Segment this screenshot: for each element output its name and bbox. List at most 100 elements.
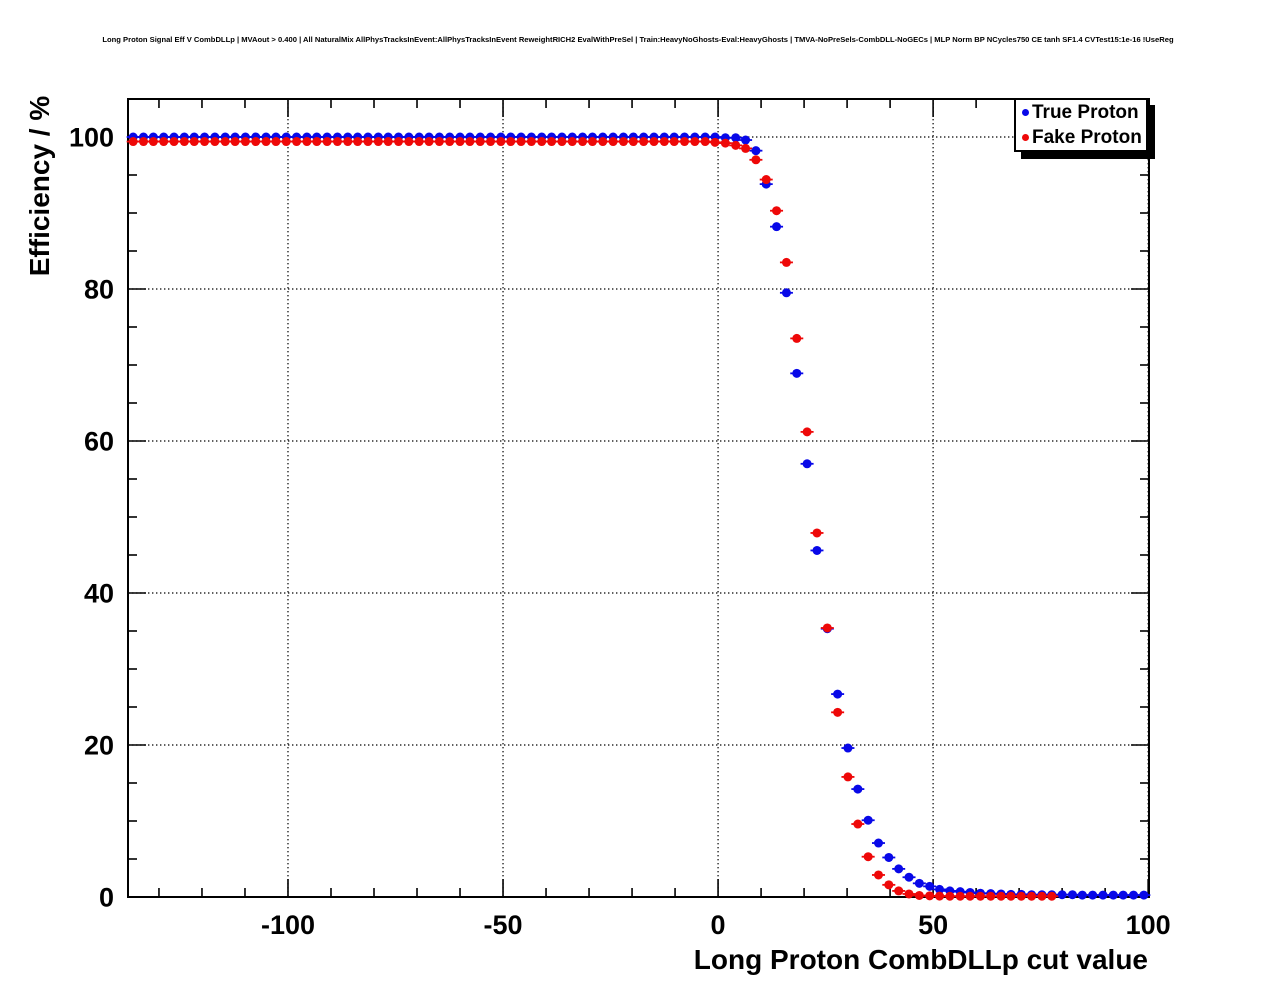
data-point-true-proton (1118, 890, 1128, 900)
data-point-fake-proton (159, 137, 169, 147)
data-point-fake-proton (945, 891, 955, 901)
data-point-fake-proton (383, 137, 393, 147)
data-point-fake-proton (975, 891, 985, 901)
data-point-fake-proton (935, 891, 945, 901)
data-point-fake-proton (618, 137, 628, 147)
data-point-fake-proton (567, 137, 577, 147)
data-point-fake-proton (332, 137, 342, 147)
data-point-fake-proton (486, 137, 496, 147)
data-point-fake-proton (965, 891, 975, 901)
legend: True Proton Fake Proton (1014, 98, 1148, 152)
data-point-fake-proton (598, 137, 608, 147)
data-point-fake-proton (649, 137, 659, 147)
data-point-true-proton (731, 133, 741, 143)
data-point-fake-proton (894, 886, 904, 896)
data-point-fake-proton (189, 137, 199, 147)
y-tick-label: 40 (84, 579, 114, 609)
data-point-fake-proton (404, 137, 414, 147)
data-point-fake-proton (904, 889, 914, 899)
y-tick-label: 20 (84, 731, 114, 761)
data-point-true-proton (1067, 890, 1077, 900)
data-point-true-proton (833, 689, 843, 699)
data-point-true-proton (751, 146, 761, 156)
data-point-fake-proton (822, 623, 832, 633)
data-point-fake-proton (220, 137, 230, 147)
data-point-fake-proton (302, 137, 312, 147)
data-point-fake-proton (138, 137, 148, 147)
y-tick-label: 80 (84, 275, 114, 305)
data-point-fake-proton (680, 137, 690, 147)
data-point-fake-proton (587, 137, 597, 147)
data-point-fake-proton (690, 137, 700, 147)
data-point-fake-proton (853, 819, 863, 829)
data-point-fake-proton (1006, 891, 1016, 901)
data-point-true-proton (884, 852, 894, 862)
data-point-fake-proton (526, 137, 536, 147)
data-point-fake-proton (792, 333, 802, 343)
data-point-fake-proton (1037, 891, 1047, 901)
series-true-proton (126, 132, 1151, 900)
fake-proton-marker-icon (1022, 134, 1029, 141)
legend-label-fake-proton: Fake Proton (1032, 127, 1142, 148)
data-point-true-proton (914, 878, 924, 888)
data-point-fake-proton (669, 137, 679, 147)
data-point-true-proton (904, 872, 914, 882)
data-point-fake-proton (700, 137, 710, 147)
data-point-fake-proton (772, 206, 782, 216)
data-point-true-proton (1108, 890, 1118, 900)
data-point-fake-proton (240, 137, 250, 147)
data-point-fake-proton (414, 137, 424, 147)
data-point-true-proton (935, 884, 945, 894)
data-point-fake-proton (445, 137, 455, 147)
y-tick-label: 100 (69, 123, 114, 153)
data-point-fake-proton (148, 137, 158, 147)
data-point-true-proton (1129, 890, 1139, 900)
x-tick-label: -100 (261, 910, 315, 940)
data-point-true-proton (863, 815, 873, 825)
data-point-fake-proton (833, 707, 843, 717)
data-point-fake-proton (230, 137, 240, 147)
data-point-fake-proton (761, 175, 771, 185)
true-proton-marker-icon (1022, 109, 1029, 116)
data-point-fake-proton (506, 137, 516, 147)
data-point-fake-proton (516, 137, 526, 147)
data-point-fake-proton (578, 137, 588, 147)
data-point-fake-proton (884, 880, 894, 890)
data-point-fake-proton (925, 891, 935, 901)
data-point-fake-proton (322, 137, 332, 147)
data-point-fake-proton (261, 137, 271, 147)
legend-item-true-proton: True Proton (1016, 100, 1146, 125)
data-point-true-proton (802, 459, 812, 469)
data-point-fake-proton (363, 137, 373, 147)
data-point-fake-proton (271, 137, 281, 147)
data-point-true-proton (873, 838, 883, 848)
series-fake-proton (126, 137, 1059, 901)
data-point-fake-proton (557, 137, 567, 147)
x-tick-label: 100 (1126, 910, 1171, 940)
gridlines (128, 99, 1149, 897)
data-point-true-proton (925, 881, 935, 891)
data-point-fake-proton (179, 137, 189, 147)
data-point-fake-proton (251, 137, 261, 147)
data-point-fake-proton (863, 852, 873, 862)
data-point-fake-proton (343, 137, 353, 147)
data-point-fake-proton (496, 137, 506, 147)
data-point-fake-proton (394, 137, 404, 147)
data-point-fake-proton (781, 257, 791, 267)
data-point-fake-proton (353, 137, 363, 147)
data-point-fake-proton (547, 137, 557, 147)
data-point-fake-proton (955, 891, 965, 901)
y-axis-title: Efficiency / % (24, 95, 55, 277)
data-point-fake-proton (455, 137, 465, 147)
data-point-fake-proton (843, 772, 853, 782)
data-point-fake-proton (986, 891, 996, 901)
data-point-true-proton (1098, 890, 1108, 900)
data-point-true-proton (741, 135, 751, 145)
data-point-true-proton (812, 545, 822, 555)
data-point-true-proton (1088, 890, 1098, 900)
axis-ticks (128, 99, 1149, 898)
data-point-fake-proton (802, 427, 812, 437)
data-point-fake-proton (710, 137, 720, 147)
x-tick-label: 50 (918, 910, 948, 940)
